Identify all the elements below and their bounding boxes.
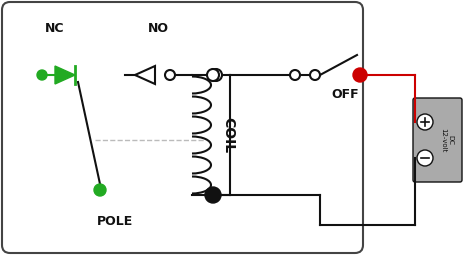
Circle shape [353, 68, 367, 82]
Circle shape [165, 70, 175, 80]
Text: NO: NO [147, 22, 168, 35]
Circle shape [417, 114, 433, 130]
Circle shape [205, 187, 221, 203]
Text: COIL: COIL [221, 117, 235, 153]
FancyBboxPatch shape [413, 98, 462, 182]
Polygon shape [135, 66, 155, 84]
Text: NC: NC [45, 22, 65, 35]
Circle shape [37, 70, 47, 80]
Text: DC
12-volt: DC 12-volt [440, 128, 454, 152]
Polygon shape [55, 66, 75, 84]
FancyBboxPatch shape [2, 2, 363, 253]
Circle shape [417, 150, 433, 166]
Text: OFF: OFF [331, 88, 359, 101]
Circle shape [290, 70, 300, 80]
Text: POLE: POLE [97, 215, 133, 228]
Circle shape [210, 69, 222, 81]
Circle shape [207, 69, 219, 81]
Circle shape [94, 184, 106, 196]
Circle shape [310, 70, 320, 80]
